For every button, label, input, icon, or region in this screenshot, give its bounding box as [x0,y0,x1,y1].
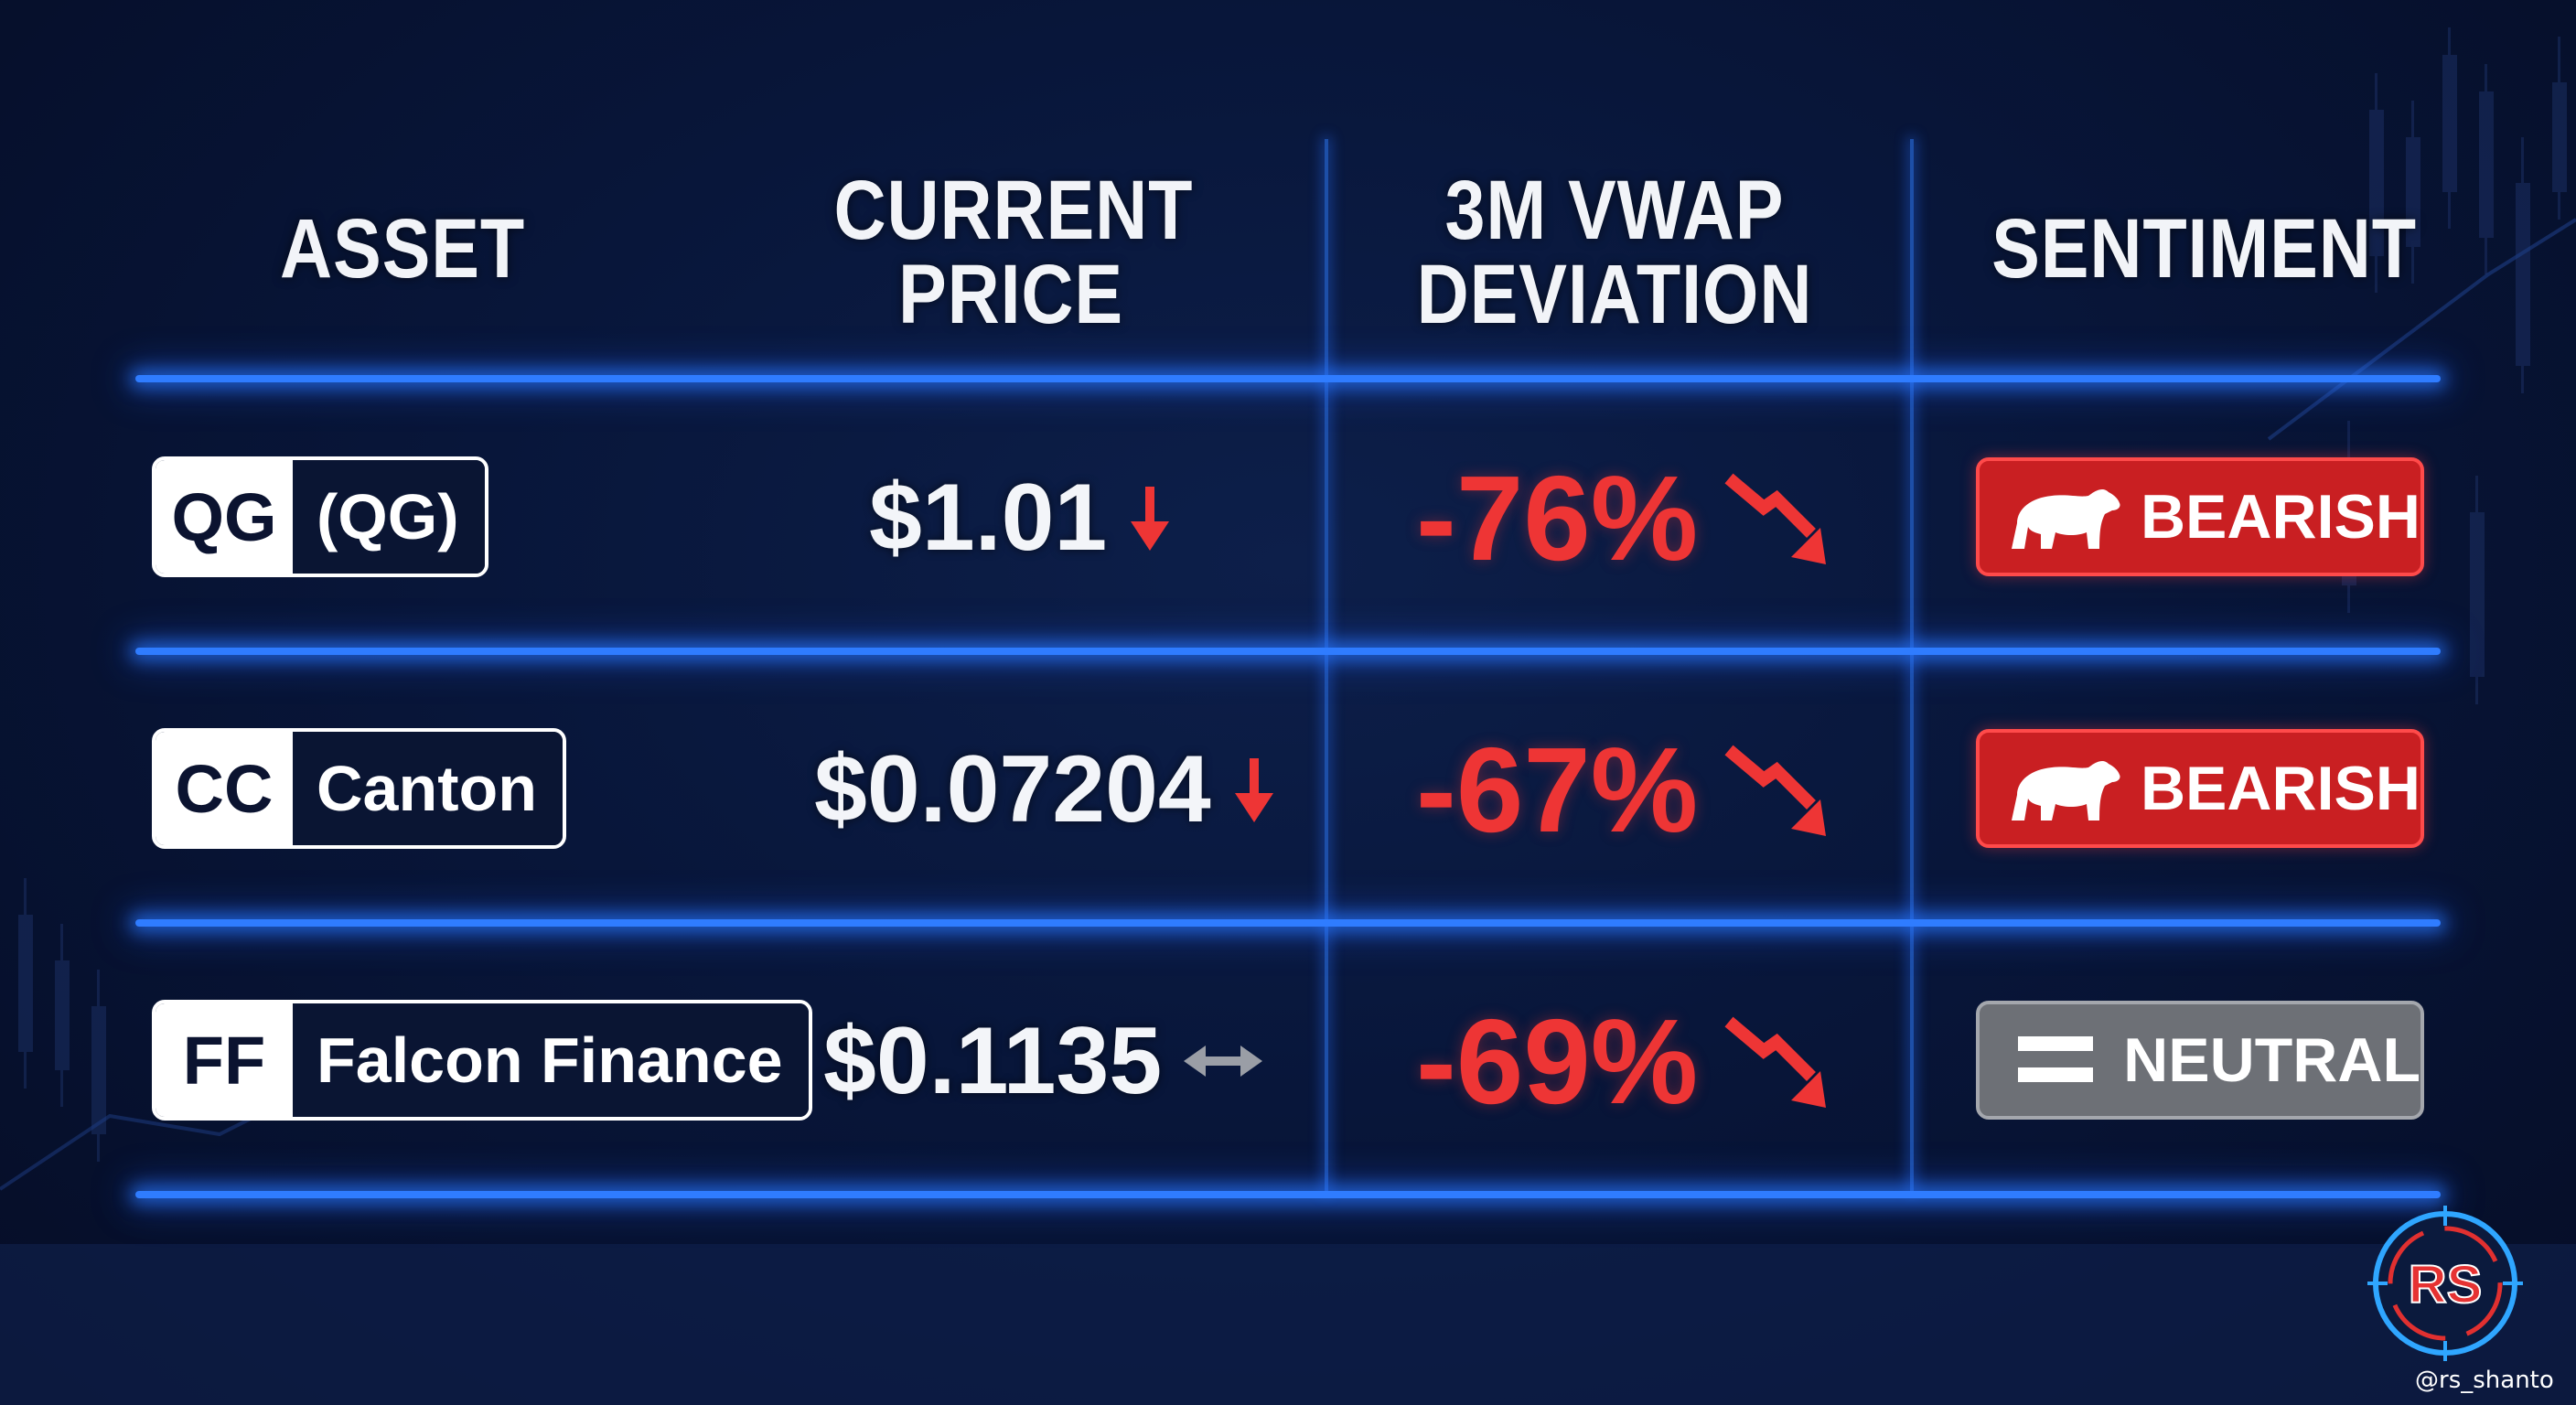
price-value: $0.07204 [814,735,1211,842]
price-value: $0.1135 [823,1007,1163,1114]
sentiment-label: NEUTRAL [2123,1025,2420,1095]
deviation-value: -76% [1416,450,1699,585]
header-price-line1: CURRENT [833,164,1194,257]
asset-name: Canton [293,732,564,845]
row-divider [135,919,2441,927]
asset-chip-qg: QG (QG) [152,456,488,577]
price-cell: $1.01 [869,457,1173,578]
sideways-arrow-icon [1184,1046,1263,1077]
column-divider [1910,139,1914,1193]
asset-chip-cc: CC Canton [152,728,567,849]
price-cell: $0.07204 [814,729,1277,850]
row-divider [135,648,2441,655]
trend-down-icon [1724,473,1827,564]
trend-down-icon [1724,1016,1827,1108]
sentiment-badge-bearish: BEARISH [1976,457,2424,576]
header-sentiment: SENTIMENT [1991,207,2416,291]
header-current-price: CURRENT PRICE [833,164,1194,341]
header-sentiment-label: SENTIMENT [1991,202,2417,295]
down-arrow-icon [1234,758,1273,822]
row-divider [135,1191,2441,1198]
trend-down-icon [1724,745,1827,836]
sentiment-label: BEARISH [2140,482,2420,552]
deviation-value: -69% [1416,993,1699,1129]
sentiment-badge-neutral: NEUTRAL [1976,1001,2424,1120]
price-cell: $0.1135 [823,1001,1264,1121]
watermark-handle: @rs_shanto [2415,1367,2554,1394]
equals-icon [2017,1036,2093,1082]
asset-ticker: QG [156,460,293,574]
sentiment-label: BEARISH [2140,754,2420,823]
header-price-line2: PRICE [897,248,1124,341]
asset-name: (QG) [293,460,485,574]
down-arrow-icon [1131,487,1170,551]
header-dev-line1: 3M VWAP [1444,164,1785,257]
asset-name: Falcon Finance [293,1003,809,1117]
row-divider [135,375,2441,382]
header-vwap-deviation: 3M VWAP DEVIATION [1406,168,1823,337]
deviation-value: -67% [1416,722,1699,857]
asset-chip-ff: FF Falcon Finance [152,1000,812,1121]
column-divider [1325,139,1328,1193]
sentiment-badge-bearish: BEARISH [1976,729,2424,848]
bear-icon [2011,761,2120,820]
asset-ticker: CC [156,732,293,845]
header-dev-line2: DEVIATION [1416,248,1813,341]
header-asset: ASSET [245,207,560,291]
asset-ticker: FF [156,1003,293,1117]
rs-logo: RS [2367,1206,2523,1361]
deviation-cell: -67% [1416,723,1833,857]
deviation-cell: -76% [1416,451,1833,585]
logo-text: RS [2409,1255,2483,1314]
deviation-cell: -69% [1416,994,1833,1129]
header-asset-label: ASSET [279,202,526,295]
bear-icon [2011,489,2120,549]
price-value: $1.01 [869,464,1108,571]
handle-text: @rs_shanto [2415,1367,2554,1394]
